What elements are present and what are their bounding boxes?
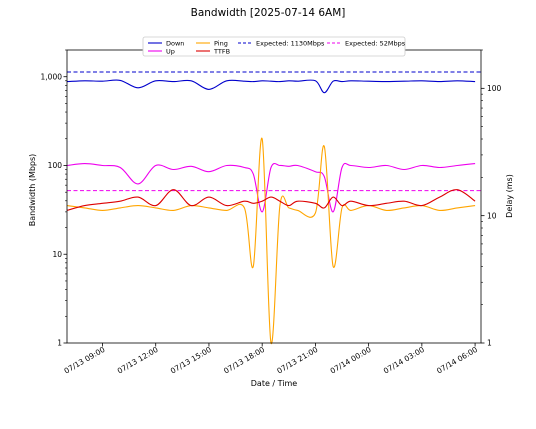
axes: 07/13 09:00 07/13 12:00 07/13 15:00 07/13 1… <box>41 49 502 376</box>
x-tick-label: 07/13 18:00 <box>222 345 266 376</box>
x-tick-label: 07/13 12:00 <box>116 345 160 376</box>
legend-label: Down <box>166 39 184 47</box>
series-line-ping <box>66 137 476 344</box>
plot-frame <box>66 49 482 344</box>
legend-label: TTFB <box>213 47 230 55</box>
x-tick-label: 07/14 03:00 <box>382 345 426 376</box>
x-tick-label: 07/13 15:00 <box>169 345 213 376</box>
y2-tick-label: 10 <box>487 211 497 220</box>
legend-label: Expected: 52Mbps <box>345 39 406 47</box>
x-tick-label: 07/14 06:00 <box>435 345 479 376</box>
chart-title: Bandwidth [2025-07-14 6AM] <box>191 7 346 19</box>
x-tick-label: 07/13 09:00 <box>62 345 106 376</box>
legend-label: Up <box>166 47 175 55</box>
y-tick-label: 100 <box>48 161 63 170</box>
y2-axis-label: Delay (ms) <box>505 174 514 218</box>
legend-label: Ping <box>214 39 228 47</box>
x-axis-label: Date / Time <box>251 379 298 388</box>
y2-tick-label: 100 <box>487 84 502 93</box>
series-line-down <box>66 79 476 94</box>
x-tick-label: 07/13 21:00 <box>275 345 319 376</box>
y2-tick-label: 1 <box>487 339 492 348</box>
y-tick-label: 1,000 <box>41 72 63 81</box>
series-line-ttfb <box>66 189 476 211</box>
y-axis-label: Bandwidth (Mbps) <box>28 154 37 227</box>
plot-area <box>66 71 481 344</box>
series-line-up <box>66 162 476 213</box>
x-tick-label: 07/14 00:00 <box>329 345 373 376</box>
y-tick-label: 10 <box>52 250 62 259</box>
legend-label: Expected: 1130Mbps <box>256 39 325 47</box>
y-tick-label: 1 <box>57 339 62 348</box>
